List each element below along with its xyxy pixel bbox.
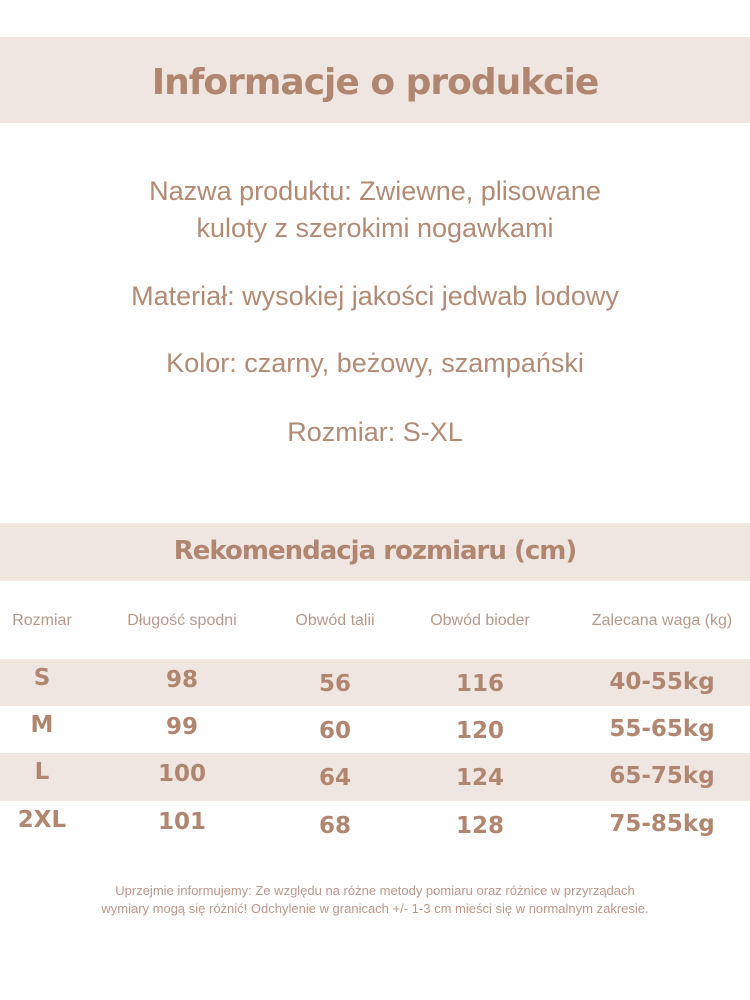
size-section-title: Rekomendacja rozmiaru (cm) (173, 536, 577, 566)
cell-size: S (33, 665, 51, 691)
column-header-waist: Obwód talii (295, 612, 375, 629)
cell-length: 99 (165, 714, 199, 740)
table-row: M 99 60 120 55-65kg (0, 706, 750, 753)
page-title: Informacje o produkcie (151, 62, 600, 103)
size-section-band (0, 523, 750, 581)
cell-hips: 120 (455, 718, 505, 744)
cell-weight: 55-65kg (609, 716, 715, 742)
cell-size: 2XL (17, 807, 67, 833)
header-band (0, 37, 750, 123)
color-line: Kolor: czarny, beżowy, szampański (166, 348, 584, 378)
product-name-line-2: kuloty z szerokimi nogawkami (196, 213, 554, 243)
cell-length: 101 (157, 809, 207, 835)
cell-waist: 64 (318, 765, 352, 791)
cell-weight: 65-75kg (609, 763, 715, 789)
note-line-2: wymiary mogą się różnić! Odchylenie w gr… (101, 901, 649, 916)
cell-hips: 124 (455, 765, 505, 791)
cell-size: M (30, 712, 54, 738)
cell-hips: 128 (455, 813, 505, 839)
size-line: Rozmiar: S-XL (287, 417, 463, 447)
note-line-1: Uprzejmie informujemy: Ze względu na róż… (115, 883, 635, 898)
table-row: 2XL 101 68 128 75-85kg (0, 801, 750, 848)
cell-length: 98 (165, 667, 199, 693)
product-name-line-1: Nazwa produktu: Zwiewne, plisowane (149, 176, 601, 206)
table-row: L 100 64 124 65-75kg (0, 753, 750, 801)
material-line: Materiał: wysokiej jakości jedwab lodowy (131, 281, 619, 311)
measurement-note: Uprzejmie informujemy: Ze względu na róż… (0, 882, 750, 918)
column-header-weight: Zalecana waga (kg) (591, 612, 733, 629)
cell-weight: 40-55kg (609, 669, 715, 695)
column-header-length: Długość spodni (127, 612, 237, 629)
column-header-hips: Obwód bioder (430, 612, 530, 629)
cell-size: L (34, 759, 50, 785)
cell-length: 100 (157, 761, 207, 787)
table-row: S 98 56 116 40-55kg (0, 659, 750, 706)
cell-waist: 68 (318, 813, 352, 839)
cell-weight: 75-85kg (609, 811, 715, 837)
cell-waist: 60 (318, 718, 352, 744)
cell-hips: 116 (455, 671, 505, 697)
column-header-size: Rozmiar (12, 612, 72, 629)
cell-waist: 56 (318, 671, 352, 697)
